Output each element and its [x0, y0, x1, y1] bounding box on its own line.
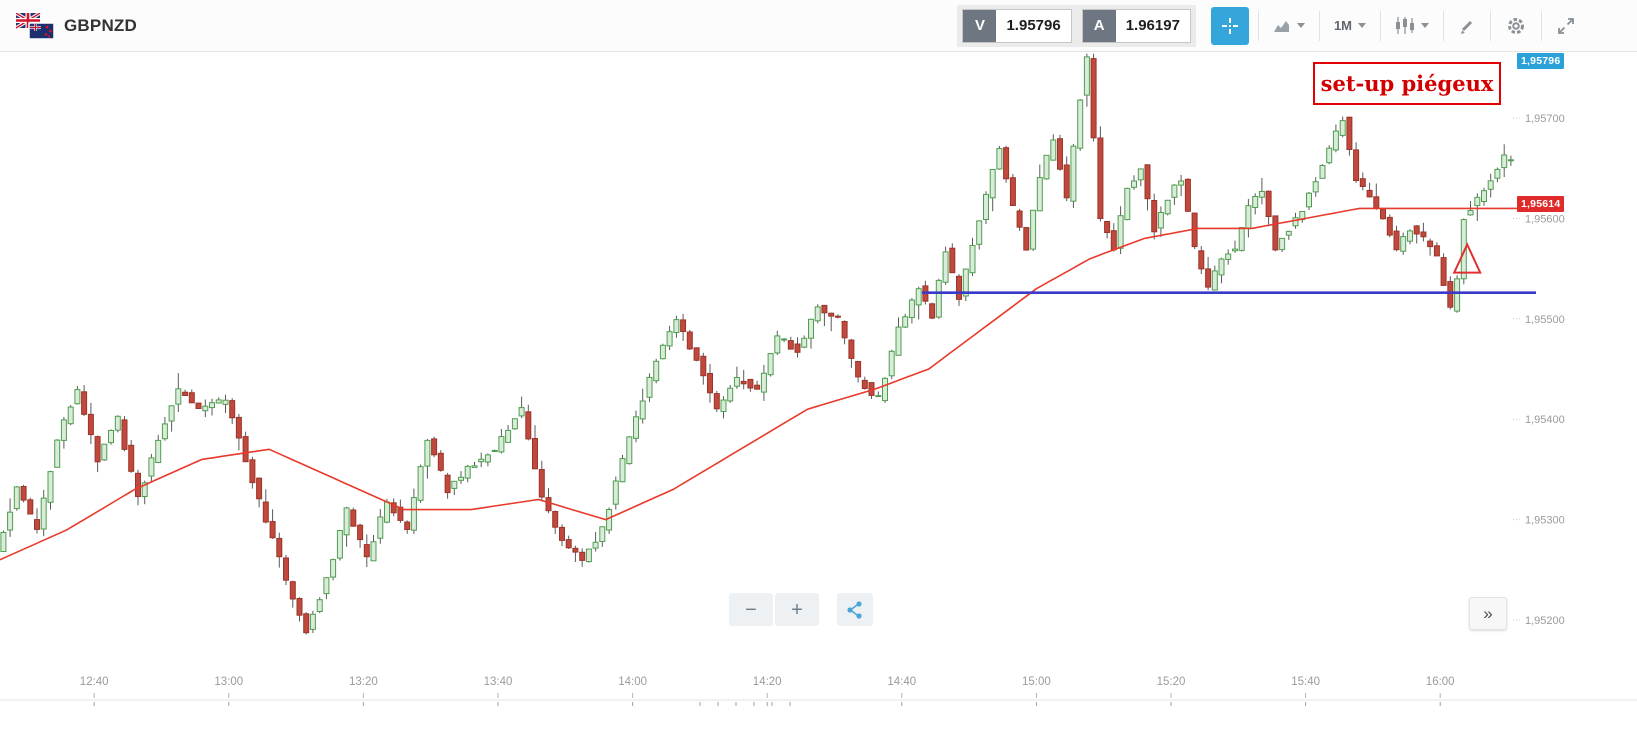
svg-text:14:20: 14:20 — [753, 676, 782, 688]
svg-text:15:00: 15:00 — [1022, 676, 1051, 688]
toolbar-divider — [1443, 10, 1444, 41]
svg-text:14:40: 14:40 — [887, 676, 916, 688]
zoom-in-button[interactable]: + — [775, 593, 819, 626]
chevron-down-icon — [1296, 23, 1305, 28]
sell-label: V — [963, 9, 997, 42]
svg-text:13:00: 13:00 — [214, 676, 243, 688]
chart-type-button[interactable] — [1268, 14, 1310, 38]
x-axis: 12:40 13:00 13:20 13:40 14:00 14:20 14:40 15:00… — [80, 676, 1455, 698]
toolbar-divider — [1380, 10, 1381, 41]
chevron-down-icon — [1421, 23, 1429, 28]
toolbar-controls: V 1.95796 A 1.96197 — [957, 4, 1581, 47]
zoom-out-button[interactable]: − — [729, 593, 773, 626]
gb-nz-flag-icon — [16, 12, 54, 39]
candlestick-chart[interactable]: 1,95700 1,95600 1,95500 1,95400 1,95300 1,952… — [0, 52, 1637, 732]
pencil-icon — [1461, 20, 1473, 34]
candlestick-icon — [1396, 17, 1414, 34]
chart-panel: 1,95700 1,95600 1,95500 1,95400 1,95300 1,952… — [0, 52, 1637, 732]
expand-icon — [1558, 17, 1574, 34]
svg-text:12:40: 12:40 — [80, 676, 109, 688]
svg-text:15:40: 15:40 — [1291, 676, 1320, 688]
crosshair-tool-button[interactable] — [1210, 6, 1249, 45]
buy-price: 1.96197 — [1125, 17, 1180, 34]
svg-text:1,95600: 1,95600 — [1525, 213, 1565, 225]
svg-text:16:00: 16:00 — [1426, 676, 1455, 688]
chevron-down-icon — [1358, 23, 1366, 28]
buy-button[interactable]: A 1.96197 — [1081, 8, 1191, 43]
svg-text:1,95500: 1,95500 — [1525, 314, 1565, 326]
quote-panel: V 1.95796 A 1.96197 — [957, 4, 1196, 47]
zoom-controls: − + — [729, 593, 873, 626]
annotation-box[interactable]: set-up piégeux — [1313, 62, 1501, 105]
drawing-tools-button[interactable] — [1453, 13, 1481, 39]
share-button[interactable] — [837, 593, 873, 626]
candle-style-button[interactable] — [1390, 13, 1434, 38]
toolbar-divider — [1257, 10, 1259, 41]
wick-layer — [2, 53, 1512, 635]
toolbar-divider — [1318, 10, 1320, 41]
gear-icon — [1508, 17, 1524, 34]
triangle-marker — [1452, 242, 1482, 274]
collapse-panel-button[interactable]: » — [1469, 597, 1507, 630]
timeframe-label: 1M — [1333, 18, 1352, 33]
top-toolbar: GBPNZD V 1.95796 A 1.96197 — [0, 0, 1637, 52]
y-axis: 1,95700 1,95600 1,95500 1,95400 1,95300 1,952… — [1513, 113, 1565, 627]
timeframe-button[interactable]: 1M — [1329, 14, 1371, 37]
crosshair-icon — [1221, 17, 1238, 34]
svg-text:1,95700: 1,95700 — [1525, 113, 1565, 125]
bottom-strip — [0, 699, 1637, 706]
sell-price-badge: 1,95796 — [1517, 53, 1565, 69]
toolbar-divider — [1541, 10, 1542, 41]
settings-button[interactable] — [1500, 11, 1532, 41]
moving-average-line — [0, 207, 1521, 561]
fullscreen-button[interactable] — [1551, 12, 1581, 40]
nz-flag — [28, 21, 54, 39]
svg-text:14:00: 14:00 — [618, 676, 647, 688]
svg-text:13:40: 13:40 — [484, 676, 513, 688]
toolbar-divider — [1490, 10, 1491, 41]
share-icon — [847, 600, 862, 619]
sell-button[interactable]: V 1.95796 — [962, 8, 1072, 43]
last-price-badge: 1,95614 — [1517, 196, 1565, 212]
svg-text:1,95200: 1,95200 — [1525, 615, 1565, 627]
candle-layer — [0, 56, 1514, 634]
buy-label: A — [1082, 9, 1116, 42]
svg-text:15:20: 15:20 — [1157, 676, 1186, 688]
area-chart-icon — [1273, 20, 1289, 32]
svg-text:1,95300: 1,95300 — [1525, 515, 1565, 527]
instrument-name: GBPNZD — [64, 15, 137, 35]
svg-text:1,95400: 1,95400 — [1525, 414, 1565, 426]
instrument-header: GBPNZD — [16, 12, 137, 39]
sell-price: 1.95796 — [1006, 17, 1061, 34]
svg-text:13:20: 13:20 — [349, 676, 378, 688]
annotation-text: set-up piégeux — [1320, 71, 1494, 96]
